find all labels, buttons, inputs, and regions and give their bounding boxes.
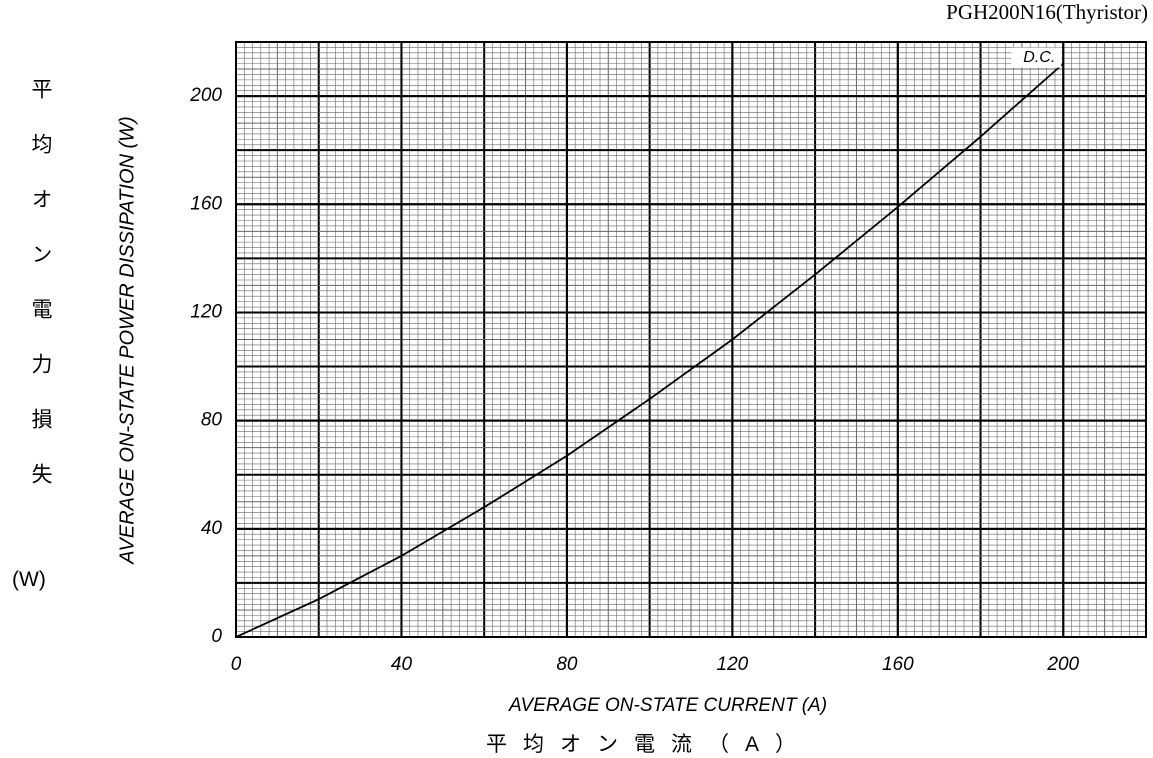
y-tick-label: 160 bbox=[190, 193, 222, 214]
x-tick-label: 200 bbox=[1046, 654, 1079, 675]
y-axis-label-jp: 平均オン電力損失 bbox=[29, 78, 52, 518]
data-line bbox=[235, 62, 1064, 638]
series-label-bg bbox=[1011, 47, 1062, 68]
y-tick-label: 120 bbox=[190, 301, 222, 322]
y-tick-label: 40 bbox=[201, 518, 223, 539]
y-tick-label: 200 bbox=[189, 85, 222, 106]
x-axis-label-jp: 平均オン電流（A） bbox=[486, 733, 813, 756]
x-axis-label: AVERAGE ON-STATE CURRENT (A) bbox=[508, 695, 827, 716]
x-tick-label: 40 bbox=[391, 654, 413, 675]
series-label: D.C. bbox=[1023, 49, 1055, 66]
x-tick-label: 0 bbox=[231, 654, 242, 675]
y-axis-label: AVERAGE ON-STATE POWER DISSIPATION (W) bbox=[116, 116, 138, 564]
x-tick-label: 80 bbox=[556, 654, 578, 675]
y-tick-label: 80 bbox=[201, 410, 223, 431]
x-tick-label: 120 bbox=[717, 654, 749, 675]
y-axis-unit-jp: (W) bbox=[12, 568, 46, 591]
chart-title: PGH200N16(Thyristor) bbox=[946, 0, 1148, 24]
y-tick-label: 0 bbox=[211, 626, 222, 647]
x-tick-label: 160 bbox=[882, 654, 914, 675]
